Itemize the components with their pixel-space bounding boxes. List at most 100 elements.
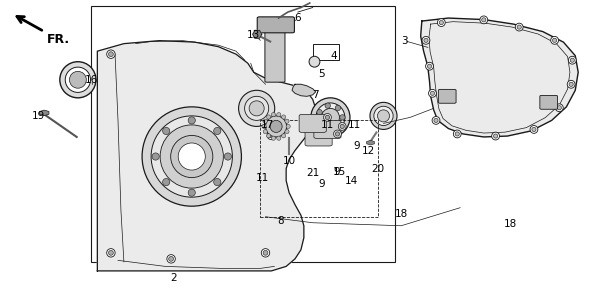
Text: 6: 6 <box>294 13 301 23</box>
Ellipse shape <box>439 20 444 25</box>
Text: 2: 2 <box>171 273 178 284</box>
Text: 3: 3 <box>401 36 408 46</box>
Ellipse shape <box>281 115 286 119</box>
Ellipse shape <box>325 126 330 132</box>
Ellipse shape <box>370 102 397 129</box>
Ellipse shape <box>109 52 113 57</box>
Polygon shape <box>97 41 316 271</box>
Ellipse shape <box>60 62 96 98</box>
Ellipse shape <box>309 56 320 67</box>
Text: 20: 20 <box>371 163 384 174</box>
Ellipse shape <box>142 107 241 206</box>
Bar <box>313 44 339 60</box>
Ellipse shape <box>378 110 389 122</box>
Ellipse shape <box>455 132 460 136</box>
Ellipse shape <box>271 136 276 140</box>
Ellipse shape <box>316 103 345 132</box>
Text: 11: 11 <box>348 120 360 130</box>
Ellipse shape <box>325 103 330 108</box>
Text: 18: 18 <box>504 219 517 229</box>
Ellipse shape <box>169 256 173 261</box>
Ellipse shape <box>171 135 213 178</box>
Text: 21: 21 <box>306 168 319 178</box>
Text: 15: 15 <box>333 166 346 177</box>
Ellipse shape <box>317 120 322 125</box>
Text: 16: 16 <box>85 75 98 85</box>
Ellipse shape <box>263 129 267 134</box>
Polygon shape <box>292 84 316 96</box>
Text: 4: 4 <box>330 51 337 61</box>
Ellipse shape <box>530 126 538 133</box>
Text: 18: 18 <box>395 209 408 219</box>
Ellipse shape <box>567 80 575 88</box>
Ellipse shape <box>335 132 340 136</box>
Ellipse shape <box>286 124 290 129</box>
Ellipse shape <box>428 89 437 97</box>
Ellipse shape <box>269 133 274 138</box>
Ellipse shape <box>163 178 170 186</box>
Ellipse shape <box>152 153 159 160</box>
Bar <box>260 120 378 217</box>
Ellipse shape <box>311 98 350 137</box>
Ellipse shape <box>374 106 393 126</box>
Ellipse shape <box>178 143 205 170</box>
Ellipse shape <box>491 132 500 140</box>
Ellipse shape <box>424 38 428 42</box>
Text: FR.: FR. <box>47 33 70 46</box>
Ellipse shape <box>432 116 440 124</box>
Ellipse shape <box>245 96 268 120</box>
Ellipse shape <box>422 36 430 44</box>
Ellipse shape <box>340 115 345 120</box>
Ellipse shape <box>266 116 287 137</box>
Ellipse shape <box>333 130 342 138</box>
Ellipse shape <box>224 153 231 160</box>
Ellipse shape <box>163 127 170 135</box>
Text: 9: 9 <box>318 178 325 189</box>
Ellipse shape <box>335 124 340 129</box>
FancyBboxPatch shape <box>540 95 558 109</box>
Polygon shape <box>253 30 262 38</box>
Ellipse shape <box>188 189 195 196</box>
Text: 17: 17 <box>261 120 274 130</box>
Ellipse shape <box>188 117 195 124</box>
FancyBboxPatch shape <box>257 17 294 33</box>
FancyBboxPatch shape <box>438 89 456 103</box>
Ellipse shape <box>285 129 289 134</box>
Bar <box>91 6 395 262</box>
Ellipse shape <box>480 16 488 24</box>
Ellipse shape <box>515 23 523 31</box>
Ellipse shape <box>430 91 435 95</box>
Ellipse shape <box>263 119 267 123</box>
Text: 14: 14 <box>345 175 358 186</box>
Ellipse shape <box>281 134 286 138</box>
Ellipse shape <box>277 113 281 117</box>
FancyBboxPatch shape <box>299 114 326 132</box>
Ellipse shape <box>107 50 115 58</box>
Ellipse shape <box>107 249 115 257</box>
Ellipse shape <box>552 38 557 42</box>
Ellipse shape <box>550 36 559 44</box>
FancyBboxPatch shape <box>265 29 285 82</box>
Text: 5: 5 <box>318 69 325 79</box>
Ellipse shape <box>481 18 486 22</box>
FancyBboxPatch shape <box>305 128 332 146</box>
Ellipse shape <box>317 110 322 115</box>
Ellipse shape <box>427 64 432 68</box>
Text: 19: 19 <box>32 111 45 121</box>
Ellipse shape <box>335 105 340 111</box>
Ellipse shape <box>325 115 330 119</box>
Ellipse shape <box>453 130 461 138</box>
Ellipse shape <box>270 120 282 132</box>
Ellipse shape <box>277 136 281 140</box>
Text: 9: 9 <box>333 166 340 177</box>
Ellipse shape <box>425 62 434 70</box>
Ellipse shape <box>214 178 221 186</box>
Ellipse shape <box>160 125 224 188</box>
Text: 11: 11 <box>321 120 334 130</box>
Ellipse shape <box>267 134 271 138</box>
Ellipse shape <box>167 255 175 263</box>
Ellipse shape <box>570 58 575 62</box>
Text: 13: 13 <box>247 29 260 40</box>
Ellipse shape <box>65 67 90 92</box>
Ellipse shape <box>261 249 270 257</box>
